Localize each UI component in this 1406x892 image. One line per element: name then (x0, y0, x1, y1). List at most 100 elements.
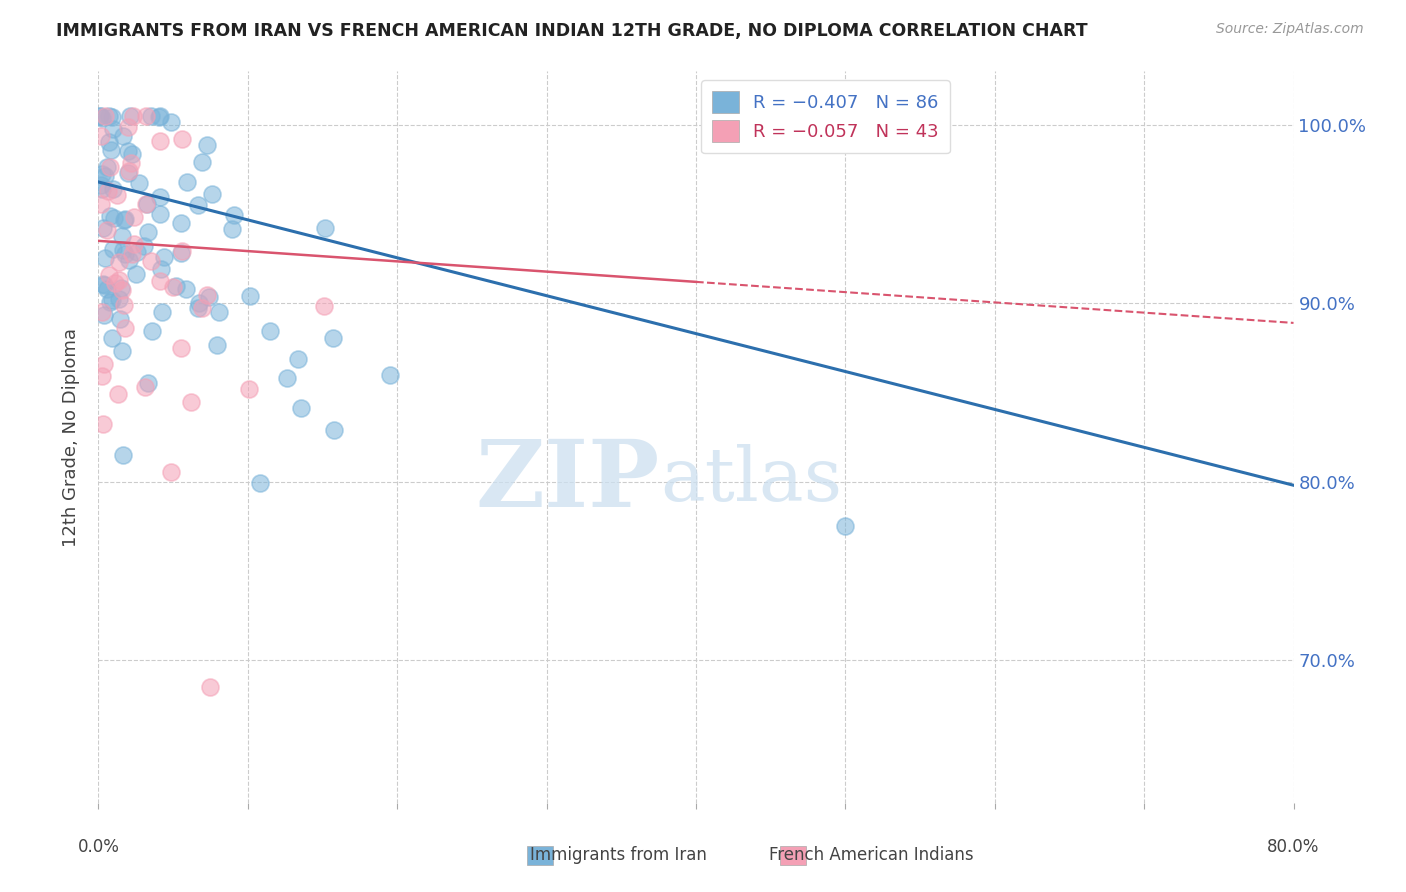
Point (172, 244, 194, 258)
Point (136, 197, 159, 211)
Point (239, 288, 262, 302)
Point (187, 296, 209, 310)
Point (108, 254, 131, 268)
Point (834, 519, 856, 533)
Point (112, 212, 135, 227)
Point (135, 109, 157, 123)
Text: IMMIGRANTS FROM IRAN VS FRENCH AMERICAN INDIAN 12TH GRADE, NO DIPLOMA CORRELATIO: IMMIGRANTS FROM IRAN VS FRENCH AMERICAN … (56, 22, 1088, 40)
Point (112, 243, 135, 257)
Point (114, 212, 136, 227)
Point (187, 198, 209, 212)
Point (98, 268, 121, 282)
Point (111, 129, 134, 144)
Point (98, 160, 121, 174)
Point (91, 417, 114, 432)
Point (89, 109, 111, 123)
Point (89, 109, 111, 123)
Point (108, 273, 131, 287)
Point (149, 207, 172, 221)
Point (114, 247, 136, 261)
Point (198, 290, 221, 304)
Point (107, 386, 129, 401)
Point (91, 305, 114, 319)
Point (322, 331, 344, 345)
Point (150, 305, 173, 319)
Point (221, 222, 243, 236)
Point (94, 109, 117, 123)
Point (93, 251, 115, 265)
Point (101, 293, 124, 307)
Legend: R = −0.407   N = 86, R = −0.057   N = 43: R = −0.407 N = 86, R = −0.057 N = 43 (702, 80, 950, 153)
Point (187, 301, 209, 315)
Point (111, 228, 134, 243)
Point (149, 274, 172, 288)
Point (290, 401, 312, 415)
Point (314, 221, 336, 235)
Point (107, 293, 129, 307)
Text: French American Indians: French American Indians (769, 846, 974, 863)
Point (323, 423, 346, 437)
Point (96, 283, 118, 297)
Point (93, 357, 115, 371)
Point (93, 277, 115, 292)
Point (238, 383, 260, 397)
Point (121, 246, 143, 260)
Point (176, 175, 198, 189)
Point (201, 187, 224, 202)
Point (162, 280, 184, 294)
Point (98, 209, 121, 223)
Point (200, 680, 222, 694)
Point (148, 110, 170, 124)
Point (149, 109, 172, 123)
Point (96, 223, 118, 237)
Point (118, 252, 141, 267)
Point (117, 166, 139, 180)
Point (312, 299, 335, 313)
Point (222, 208, 245, 222)
Point (378, 368, 401, 383)
Point (138, 225, 160, 239)
Point (276, 371, 298, 385)
Point (90, 181, 112, 195)
Point (287, 351, 309, 366)
Point (103, 181, 125, 195)
Point (101, 242, 124, 256)
Point (117, 145, 139, 159)
Point (139, 109, 162, 123)
Point (124, 210, 146, 224)
Point (160, 114, 183, 128)
Point (118, 164, 141, 178)
Point (134, 380, 156, 394)
Point (118, 109, 141, 123)
Point (90, 167, 112, 181)
Point (90, 128, 112, 143)
Point (128, 176, 150, 190)
Point (114, 321, 136, 335)
Point (111, 449, 134, 463)
Point (103, 211, 125, 225)
Point (94, 169, 117, 183)
Point (91, 277, 114, 292)
Y-axis label: 12th Grade, No Diploma: 12th Grade, No Diploma (62, 327, 80, 547)
Point (104, 276, 127, 290)
Point (195, 137, 218, 152)
Point (259, 325, 281, 339)
Point (122, 109, 145, 123)
Point (93, 308, 115, 322)
Point (170, 216, 193, 230)
Point (149, 190, 172, 204)
Point (107, 187, 129, 202)
Point (91, 111, 114, 125)
Text: Source: ZipAtlas.com: Source: ZipAtlas.com (1216, 22, 1364, 37)
Point (207, 305, 229, 319)
Point (103, 121, 125, 136)
Point (110, 343, 132, 358)
Point (91, 369, 114, 384)
Point (97, 109, 120, 123)
Text: Immigrants from Iran: Immigrants from Iran (530, 846, 707, 863)
Point (160, 465, 183, 479)
Point (150, 261, 173, 276)
Point (135, 196, 157, 211)
Point (117, 120, 139, 134)
Point (191, 301, 214, 315)
